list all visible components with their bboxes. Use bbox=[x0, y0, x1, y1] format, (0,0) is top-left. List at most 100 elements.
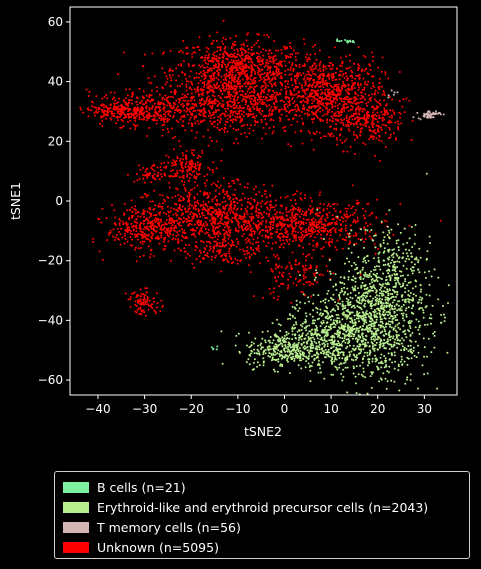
data-point bbox=[300, 220, 303, 223]
data-point bbox=[359, 117, 362, 120]
data-point bbox=[265, 64, 267, 67]
data-point bbox=[187, 63, 190, 66]
data-point bbox=[109, 229, 112, 232]
data-point bbox=[348, 129, 351, 132]
data-point bbox=[260, 68, 263, 71]
data-point bbox=[204, 62, 207, 65]
data-point bbox=[261, 73, 264, 76]
data-point bbox=[246, 237, 249, 240]
data-point bbox=[216, 126, 219, 129]
data-point bbox=[345, 89, 347, 92]
data-point bbox=[217, 222, 220, 225]
data-point bbox=[253, 199, 256, 202]
data-point bbox=[351, 71, 354, 74]
data-point bbox=[236, 259, 239, 262]
data-point bbox=[275, 280, 278, 283]
data-point bbox=[204, 111, 207, 114]
data-point bbox=[238, 63, 241, 66]
data-point bbox=[299, 208, 302, 211]
data-point bbox=[185, 83, 188, 86]
data-point bbox=[359, 134, 362, 137]
data-point bbox=[168, 102, 171, 105]
data-point bbox=[288, 261, 291, 264]
data-point bbox=[224, 123, 227, 126]
data-point bbox=[307, 114, 309, 117]
data-point bbox=[142, 209, 145, 211]
data-point bbox=[306, 254, 309, 257]
data-point bbox=[211, 198, 214, 201]
data-point bbox=[191, 83, 194, 86]
data-point bbox=[260, 222, 262, 225]
data-point bbox=[164, 174, 167, 177]
data-point bbox=[240, 207, 243, 210]
data-point bbox=[250, 67, 253, 70]
data-point bbox=[209, 120, 212, 123]
data-point bbox=[198, 72, 201, 75]
data-point bbox=[327, 241, 330, 244]
data-point bbox=[307, 56, 310, 59]
data-point bbox=[372, 55, 375, 58]
data-point bbox=[95, 95, 98, 98]
data-point bbox=[320, 220, 323, 223]
data-point bbox=[319, 76, 322, 79]
data-point bbox=[209, 136, 211, 139]
data-point bbox=[264, 114, 266, 117]
data-point bbox=[245, 135, 248, 138]
data-point bbox=[309, 68, 312, 71]
data-point bbox=[238, 199, 241, 202]
data-point bbox=[285, 97, 287, 100]
data-point bbox=[243, 49, 246, 52]
data-point bbox=[280, 113, 283, 116]
data-point bbox=[355, 134, 358, 137]
data-point bbox=[178, 51, 181, 54]
data-point bbox=[138, 178, 141, 180]
data-point bbox=[139, 215, 142, 218]
data-point bbox=[133, 207, 136, 210]
data-point bbox=[182, 221, 185, 224]
data-point bbox=[133, 112, 136, 115]
data-point bbox=[378, 117, 381, 119]
data-point bbox=[357, 238, 360, 240]
data-point bbox=[225, 72, 228, 75]
data-point bbox=[193, 175, 196, 178]
data-point bbox=[372, 130, 375, 133]
data-point bbox=[194, 136, 197, 139]
data-point bbox=[266, 68, 269, 71]
data-point bbox=[305, 97, 308, 99]
data-point bbox=[229, 229, 232, 232]
data-point bbox=[251, 218, 253, 221]
data-point bbox=[270, 52, 273, 55]
data-point bbox=[342, 124, 345, 127]
data-point bbox=[351, 85, 353, 88]
data-point bbox=[228, 198, 231, 201]
data-point bbox=[383, 99, 386, 102]
data-point bbox=[328, 56, 331, 59]
data-point bbox=[280, 52, 283, 55]
data-point bbox=[351, 205, 354, 208]
data-point bbox=[291, 229, 294, 232]
data-point bbox=[335, 89, 338, 92]
data-point bbox=[319, 73, 322, 76]
data-point bbox=[125, 97, 127, 100]
data-point bbox=[330, 125, 332, 128]
data-point bbox=[321, 255, 324, 258]
data-point bbox=[206, 83, 208, 86]
data-point bbox=[303, 108, 305, 111]
data-point bbox=[162, 223, 165, 226]
data-point bbox=[367, 202, 370, 205]
data-point bbox=[179, 217, 182, 220]
data-point bbox=[190, 122, 193, 125]
data-point bbox=[225, 87, 228, 90]
data-point bbox=[261, 59, 264, 62]
data-point bbox=[157, 114, 160, 117]
data-point bbox=[241, 89, 243, 92]
data-point bbox=[235, 112, 238, 115]
data-point bbox=[315, 90, 318, 93]
data-point bbox=[334, 221, 337, 224]
data-point bbox=[200, 110, 203, 113]
data-point bbox=[214, 227, 217, 230]
data-point bbox=[243, 64, 246, 67]
data-point bbox=[268, 112, 271, 115]
data-point bbox=[144, 303, 147, 306]
data-point bbox=[173, 208, 176, 210]
